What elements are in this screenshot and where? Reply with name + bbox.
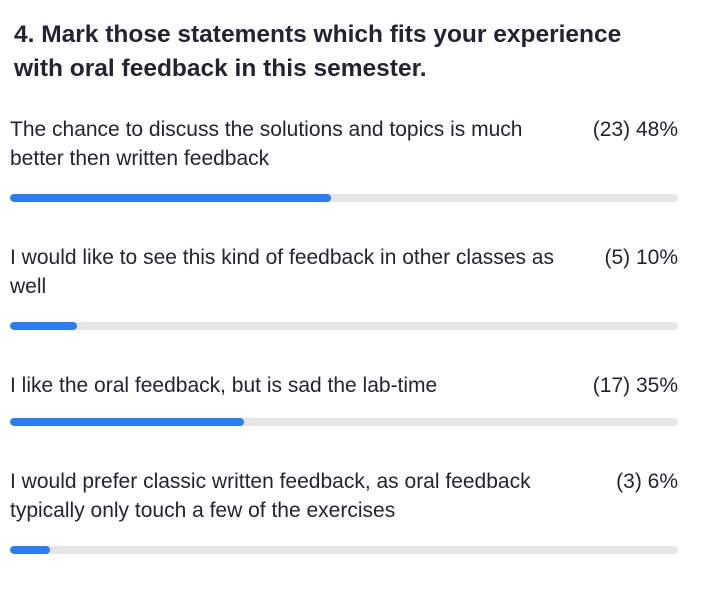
option-result: (23) 48% (592, 118, 678, 141)
result-bar-fill (10, 194, 331, 202)
result-bar-fill (10, 322, 77, 330)
result-bar-fill (10, 546, 51, 554)
option-label: I would prefer classic written feedback,… (10, 470, 531, 522)
result-bar-track (10, 546, 678, 554)
option-result: (17) 35% (592, 374, 678, 397)
option-label: The chance to discuss the solutions and … (10, 118, 523, 170)
result-bar-track (10, 418, 678, 426)
result-bar-track (10, 194, 678, 202)
result-bar-track (10, 322, 678, 330)
option-label: I would like to see this kind of feedbac… (10, 246, 554, 298)
option-result: (5) 10% (604, 246, 678, 269)
question-title: 4. Mark those statements which fits your… (14, 21, 622, 82)
option-result: (3) 6% (616, 470, 678, 493)
result-bar-fill (10, 418, 244, 426)
option-label: I like the oral feedback, but is sad the… (10, 374, 438, 397)
